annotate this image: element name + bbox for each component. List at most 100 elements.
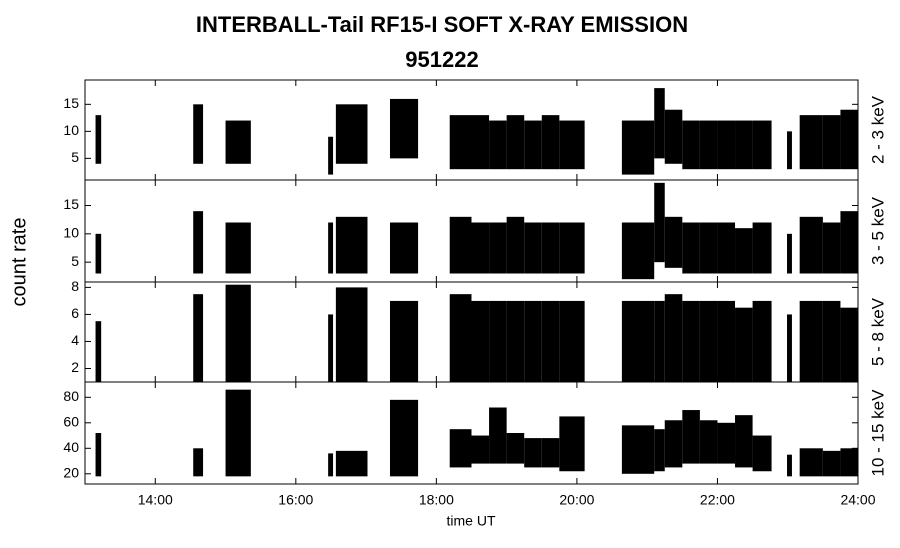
y-tick-label: 4 (71, 332, 79, 348)
panel-frame (84, 381, 859, 485)
panel-label: 5 - 8 keV (868, 297, 887, 366)
range-bar (471, 300, 490, 382)
y-tick-label: 8 (71, 278, 79, 294)
range-bar (389, 222, 419, 274)
y-tick-label: 15 (63, 196, 79, 212)
range-bar (328, 136, 334, 175)
range-bar (524, 300, 542, 382)
range-bar (335, 104, 368, 164)
range-bar (840, 448, 858, 477)
range-bar (752, 300, 772, 382)
range-bar (752, 435, 772, 472)
range-bar (654, 429, 665, 472)
range-bar (328, 222, 334, 274)
y-axis-label: count rate (8, 218, 30, 307)
range-bar (822, 115, 841, 170)
range-bar (471, 222, 490, 274)
range-bar (489, 222, 507, 274)
range-bar (506, 216, 525, 274)
range-bar (787, 314, 792, 382)
range-bar (524, 222, 542, 274)
range-bar (699, 300, 718, 382)
range-bar (822, 222, 841, 274)
range-bar (541, 222, 560, 274)
range-bar (449, 115, 472, 170)
y-tick-label: 60 (63, 414, 79, 430)
range-bar (752, 120, 772, 170)
range-bar (735, 120, 753, 170)
range-bar (735, 228, 753, 274)
y-tick-label: 5 (71, 253, 79, 269)
range-bar (506, 115, 525, 170)
range-bar (621, 425, 655, 474)
range-bar (799, 448, 823, 477)
range-bar (489, 120, 507, 170)
range-bar (489, 300, 507, 382)
range-bar (654, 300, 665, 382)
range-bar (840, 307, 858, 382)
range-bar (335, 450, 368, 477)
chart-title: INTERBALL-Tail RF15-I SOFT X-RAY EMISSIO… (196, 12, 688, 37)
range-bar (193, 104, 204, 164)
range-bar (471, 115, 490, 170)
range-bar (449, 216, 472, 274)
y-tick-label: 40 (63, 439, 79, 455)
range-bar (506, 300, 525, 382)
range-bar (787, 454, 792, 477)
range-bar (193, 448, 204, 477)
x-tick-label: 14:00 (138, 492, 173, 508)
x-tick-label: 20:00 (559, 492, 594, 508)
range-bar (95, 321, 102, 382)
range-bar (621, 222, 655, 280)
y-tick-label: 6 (71, 305, 79, 321)
range-bar (524, 120, 542, 170)
y-tick-label: 10 (63, 225, 79, 241)
range-bar (335, 216, 368, 274)
range-bar (654, 88, 665, 159)
range-bar (699, 120, 718, 170)
range-bar (621, 300, 655, 382)
range-bar (822, 300, 841, 382)
range-bar (682, 120, 700, 170)
range-bar (799, 300, 823, 382)
range-bar (335, 287, 368, 382)
range-bar (664, 216, 683, 268)
range-bar (664, 420, 683, 468)
range-bar (735, 415, 753, 468)
range-bar (799, 216, 823, 274)
panel-label: 10 - 15 keV (868, 389, 887, 477)
range-bar (621, 120, 655, 175)
y-tick-label: 2 (71, 359, 79, 375)
range-bar (752, 222, 772, 274)
range-bar (225, 120, 251, 164)
range-bar (541, 115, 560, 170)
y-tick-label: 15 (63, 95, 79, 111)
range-bar (95, 233, 102, 274)
range-bar (95, 115, 102, 164)
range-bar (559, 416, 585, 472)
x-tick-label: 18:00 (419, 492, 454, 508)
range-bar (717, 300, 736, 382)
range-bar (328, 314, 334, 382)
range-bar (664, 294, 683, 382)
range-bar (699, 222, 718, 274)
range-bar (664, 109, 683, 164)
range-bar (559, 222, 585, 274)
range-bar (717, 222, 736, 274)
range-bar (225, 389, 251, 477)
y-tick-label: 10 (63, 122, 79, 138)
range-bar (559, 120, 585, 170)
range-bar (225, 222, 251, 274)
range-bar (524, 438, 542, 468)
range-bar (799, 115, 823, 170)
range-bar (840, 109, 858, 170)
range-bar (682, 410, 700, 464)
range-bar (541, 300, 560, 382)
range-bar (717, 422, 736, 464)
range-bar (449, 429, 472, 468)
range-bar (682, 222, 700, 274)
range-bar (389, 98, 419, 159)
range-bar (541, 438, 560, 468)
range-bar (225, 284, 251, 382)
